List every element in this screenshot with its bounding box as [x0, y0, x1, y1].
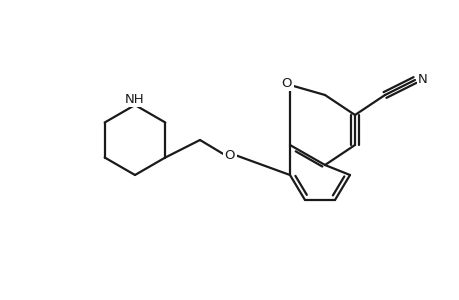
- Text: N: N: [417, 73, 427, 85]
- Text: O: O: [281, 76, 291, 89]
- Text: NH: NH: [125, 92, 145, 106]
- Text: O: O: [224, 148, 235, 161]
